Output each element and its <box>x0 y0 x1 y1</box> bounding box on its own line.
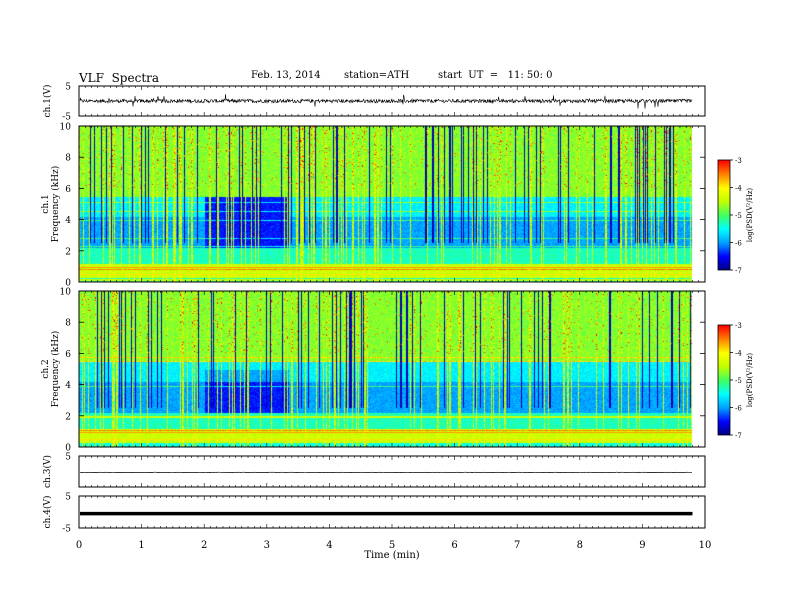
colorbar-tick-label: -6 <box>735 405 742 413</box>
y-tick-label: 5 <box>65 83 71 93</box>
y-tick-label: 2 <box>65 247 71 257</box>
y-tick-label: 8 <box>65 319 71 329</box>
y-tick-label: 10 <box>60 123 72 133</box>
colorbar-label: log(PSD(V²/Hz) <box>746 353 754 408</box>
y-tick-label: 4 <box>65 381 71 391</box>
x-axis-label: Time (min) <box>364 550 419 561</box>
y-tick-label: 8 <box>65 154 71 164</box>
start-time-label: start UT = 11: 50: 0 <box>438 70 553 81</box>
x-tick-label: 6 <box>451 540 457 551</box>
x-tick-label: 5 <box>389 540 395 551</box>
colorbar-tick-label: -3 <box>735 157 742 165</box>
spectrogram-ch2 <box>79 291 705 447</box>
colorbar-tick-label: -6 <box>735 240 742 248</box>
colorbar-tick-label: -3 <box>735 322 742 330</box>
x-tick-label: 8 <box>577 540 583 551</box>
ch4-ylabel: ch.4(V) <box>42 496 53 529</box>
y-tick-label: 0 <box>65 279 71 289</box>
colorbar-ch2 <box>718 325 730 435</box>
y-tick-label: -5 <box>62 113 71 123</box>
ch1-waveform-trace <box>79 94 693 109</box>
ch3-waveform-frame <box>78 455 706 488</box>
ch2-spec-channel-label: ch.2 <box>41 359 51 378</box>
spectrogram-ch1 <box>79 126 705 282</box>
y-tick-label: 0 <box>65 444 71 454</box>
x-tick-label: 3 <box>264 540 270 551</box>
figure-title: VLF Spectra <box>79 71 160 85</box>
y-tick-label: 10 <box>60 288 72 298</box>
y-tick-label: 2 <box>65 412 71 422</box>
colorbar-tick-label: -7 <box>735 267 742 275</box>
ch2-frequency-ylabel: Frequency (kHz) <box>50 331 61 408</box>
date-label: Feb. 13, 2014 <box>251 70 321 81</box>
colorbar-tick-label: -5 <box>735 212 742 220</box>
y-tick-label: 5 <box>65 453 71 463</box>
y-tick-label: 5 <box>65 493 71 503</box>
colorbar-tick-label: -7 <box>735 432 742 440</box>
x-tick-label: 9 <box>639 540 645 551</box>
ch3-ylabel: ch.3(V) <box>42 455 53 488</box>
y-tick-label: 6 <box>65 185 71 195</box>
x-tick-label: 2 <box>201 540 207 551</box>
x-tick-label: 0 <box>76 540 82 551</box>
colorbar-tick-label: -4 <box>735 185 742 193</box>
x-tick-label: 7 <box>514 540 520 551</box>
colorbar-ch1 <box>718 160 730 270</box>
ch1-frequency-ylabel: Frequency (kHz) <box>50 166 61 243</box>
ch3-waveform-trace <box>79 471 693 474</box>
x-tick-label: 10 <box>699 540 712 551</box>
y-tick-label: -5 <box>62 525 71 535</box>
x-tick-label: 1 <box>138 540 144 551</box>
station-label: station=ATH <box>344 70 410 81</box>
colorbar-tick-label: -5 <box>735 377 742 385</box>
y-tick-label: 4 <box>65 216 71 226</box>
colorbar-tick-label: -4 <box>735 350 742 358</box>
colorbar-label: log(PSD(V²/Hz) <box>746 188 754 243</box>
x-tick-label: 4 <box>326 540 332 551</box>
y-tick-label: 6 <box>65 350 71 360</box>
ch1-spec-channel-label: ch.1 <box>41 194 51 213</box>
ch1-ylabel: ch.1(V) <box>42 85 53 118</box>
